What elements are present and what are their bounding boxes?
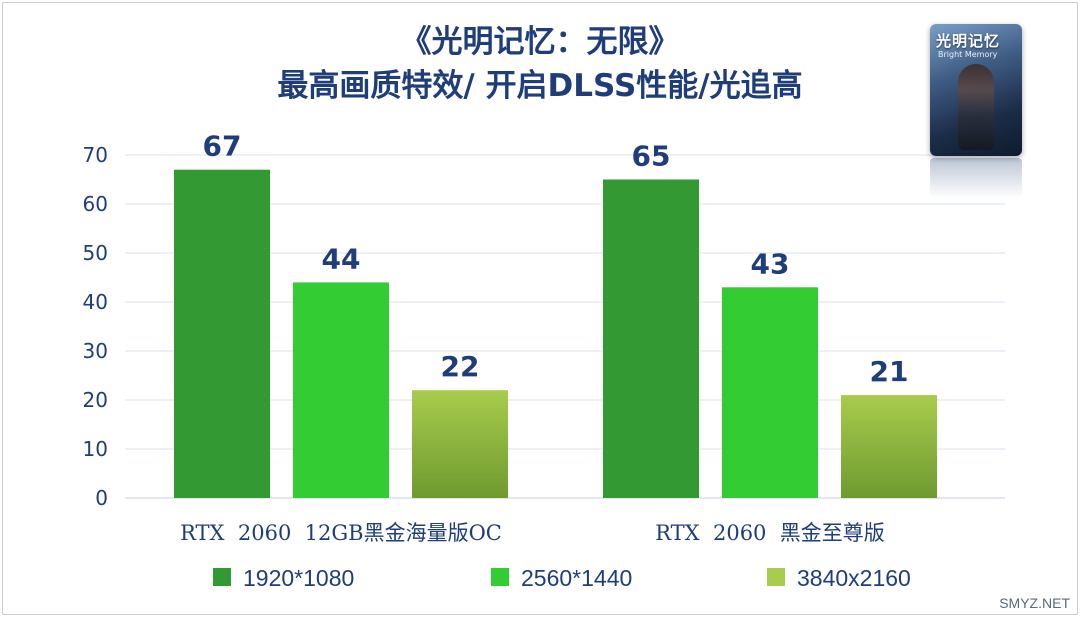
cover-subtitle: Bright Memory [938, 50, 998, 59]
watermark: SMYZ.NET [999, 595, 1070, 611]
game-cover-image: 光明记忆 Bright Memory [930, 24, 1022, 156]
bar-1-group-2 [603, 179, 699, 498]
data-label: 65 [632, 140, 671, 173]
data-label: 22 [441, 350, 480, 383]
y-tick-label: 0 [95, 486, 108, 510]
legend-label: 2560*1440 [521, 565, 632, 591]
y-tick-label: 10 [83, 437, 108, 461]
legend-swatch [767, 568, 785, 586]
y-tick-label: 30 [83, 339, 108, 363]
x-category-label: RTX 2060 黑金至尊版 [655, 521, 885, 545]
chart-title-line1: 《光明记忆：无限》 [400, 24, 680, 60]
y-tick-label: 50 [83, 241, 108, 265]
bar-3-group-2 [841, 395, 937, 498]
bar-2-group-1 [293, 282, 389, 498]
bar-1-group-1 [174, 169, 270, 498]
legend-label: 1920*1080 [243, 565, 354, 591]
x-category-label: RTX 2060 12GB黑金海量版OC [180, 521, 502, 545]
cover-title: 光明记忆 [936, 32, 1001, 50]
cover-reflection [930, 158, 1022, 198]
cover-character-figure [958, 64, 994, 150]
y-tick-label: 20 [83, 388, 108, 412]
data-label: 21 [870, 355, 909, 388]
y-tick-label: 40 [83, 290, 108, 314]
bar-2-group-2 [722, 287, 818, 498]
chart-title-line2: 最高画质特效/ 开启DLSS性能/光追高 [277, 68, 803, 104]
y-tick-label: 70 [83, 143, 108, 167]
legend-swatch [213, 568, 231, 586]
bar-3-group-1 [412, 390, 508, 498]
data-label: 43 [751, 247, 790, 280]
data-label: 67 [203, 130, 242, 163]
data-label: 44 [322, 242, 361, 275]
legend-swatch [491, 568, 509, 586]
legend-label: 3840x2160 [797, 565, 911, 591]
y-tick-label: 60 [83, 192, 108, 216]
